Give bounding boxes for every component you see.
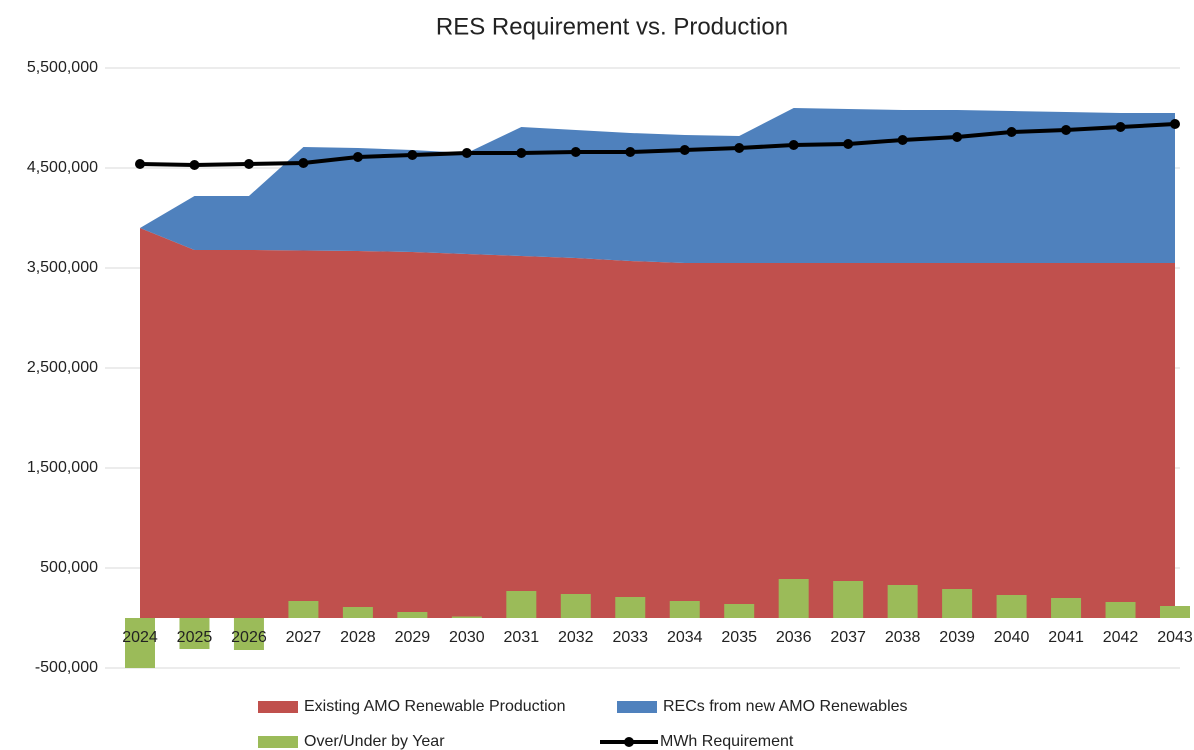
bar	[669, 601, 700, 618]
line-marker	[516, 148, 527, 158]
x-tick-label: 2024	[122, 629, 158, 646]
x-tick-label: 2037	[830, 629, 866, 646]
bar	[506, 591, 537, 618]
bar	[1051, 598, 1082, 618]
line-marker	[461, 148, 472, 158]
bar	[233, 618, 264, 650]
legend-label: Over/Under by Year	[304, 733, 445, 750]
bar	[125, 618, 155, 668]
line-marker	[625, 147, 636, 157]
area	[140, 108, 1175, 263]
line-marker	[1061, 125, 1072, 135]
x-tick-label: 2030	[449, 629, 485, 646]
bar	[942, 589, 973, 618]
x-tick-label: 2043	[1157, 629, 1193, 646]
line-marker	[788, 140, 799, 150]
legend-swatch	[258, 701, 298, 713]
legend-swatch	[617, 701, 657, 713]
line-marker	[407, 150, 418, 160]
bar	[778, 579, 809, 618]
bar	[451, 616, 482, 618]
x-tick-label: 2033	[612, 629, 648, 646]
line-marker	[679, 145, 690, 155]
bar	[288, 601, 319, 618]
y-tick-label: 500,000	[40, 559, 98, 576]
bar	[1105, 602, 1136, 618]
x-tick-label: 2040	[994, 629, 1030, 646]
x-tick-label: 2034	[667, 629, 703, 646]
y-tick-label: 2,500,000	[27, 359, 98, 376]
chart-title: RES Requirement vs. Production	[436, 13, 788, 40]
line	[139, 122, 1176, 168]
legend-label: Existing AMO Renewable Production	[304, 698, 565, 715]
bar	[1160, 606, 1190, 618]
x-tick-label: 2039	[939, 629, 975, 646]
line-marker	[1170, 119, 1180, 129]
y-tick-label: 4,500,000	[27, 159, 98, 176]
legend-label: MWh Requirement	[660, 733, 794, 750]
bar	[615, 597, 646, 618]
x-tick-label: 2027	[286, 629, 322, 646]
x-tick-label: 2029	[395, 629, 431, 646]
x-tick-label: 2028	[340, 629, 376, 646]
bar	[887, 585, 918, 618]
x-tick-label: 2036	[776, 629, 812, 646]
x-tick-label: 2026	[231, 629, 267, 646]
y-tick-label: 3,500,000	[27, 259, 98, 276]
x-tick-label: 2032	[558, 629, 594, 646]
y-tick-label: 5,500,000	[27, 59, 98, 76]
line-marker	[298, 158, 309, 168]
line-marker	[135, 159, 145, 169]
bar	[560, 594, 591, 618]
x-tick-label: 2025	[177, 629, 213, 646]
line-marker	[843, 139, 854, 149]
line-marker	[897, 135, 908, 145]
legend-swatch	[258, 736, 298, 748]
legend-label: RECs from new AMO Renewables	[663, 698, 908, 715]
bar	[724, 604, 755, 618]
bar	[833, 581, 864, 618]
line-marker	[352, 152, 363, 162]
line-marker	[952, 132, 963, 142]
bar	[179, 618, 210, 649]
y-tick-label: 1,500,000	[27, 459, 98, 476]
line-marker	[1006, 127, 1017, 137]
x-tick-label: 2035	[721, 629, 757, 646]
line-marker	[734, 143, 745, 153]
x-tick-label: 2038	[885, 629, 921, 646]
bar	[996, 595, 1027, 618]
y-tick-label: -500,000	[35, 659, 98, 676]
line-marker	[1115, 122, 1126, 132]
area	[140, 228, 1175, 618]
bar	[342, 607, 373, 618]
x-tick-label: 2042	[1103, 629, 1139, 646]
line-marker	[570, 147, 581, 157]
line-marker	[189, 160, 200, 170]
line-marker	[243, 159, 254, 169]
legend-swatch	[624, 737, 634, 747]
x-tick-label: 2031	[504, 629, 540, 646]
bar	[397, 612, 428, 618]
x-tick-label: 2041	[1048, 629, 1084, 646]
